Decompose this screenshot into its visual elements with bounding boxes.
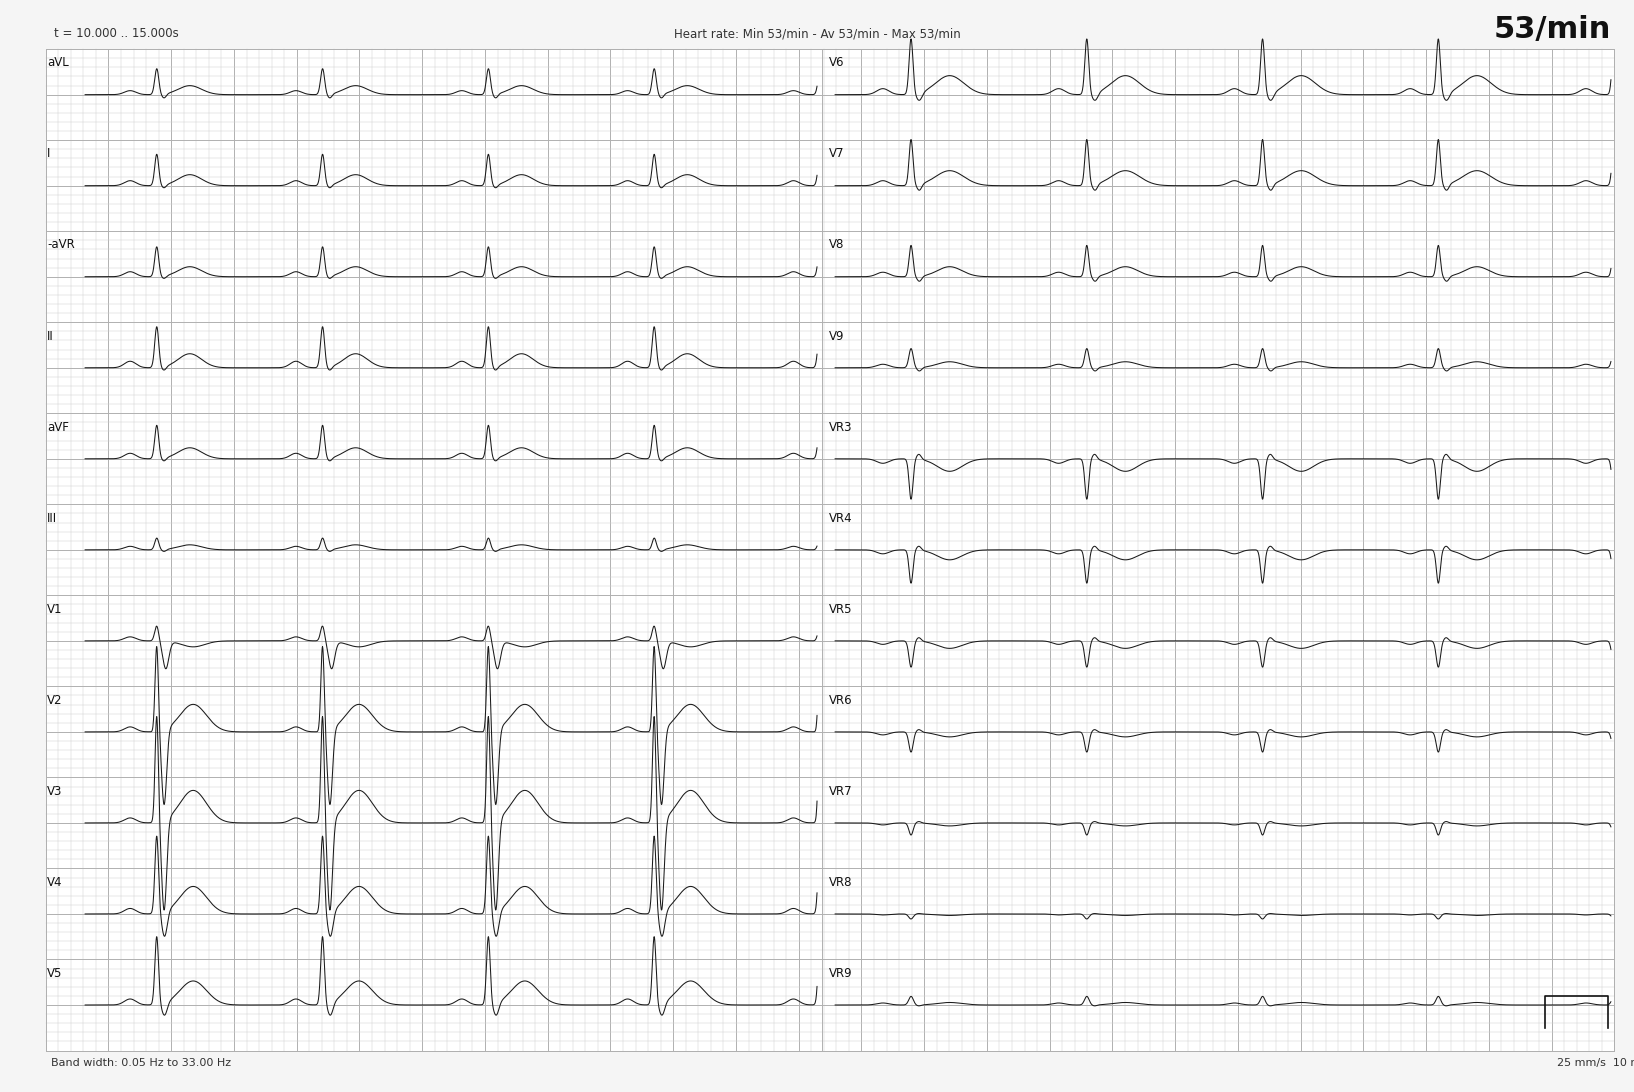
Text: II: II xyxy=(47,330,54,343)
Text: aVL: aVL xyxy=(47,57,69,70)
Text: V6: V6 xyxy=(828,57,845,70)
Text: V1: V1 xyxy=(47,603,62,616)
Text: VR7: VR7 xyxy=(828,785,853,797)
Text: VR9: VR9 xyxy=(828,966,853,980)
Text: VR5: VR5 xyxy=(828,603,853,616)
Text: VR6: VR6 xyxy=(828,693,853,707)
Text: V7: V7 xyxy=(828,147,845,161)
Text: 53/min: 53/min xyxy=(1493,14,1611,44)
Text: VR8: VR8 xyxy=(828,876,853,889)
Text: V8: V8 xyxy=(828,238,845,251)
Text: t = 10.000 .. 15.000s: t = 10.000 .. 15.000s xyxy=(54,27,178,40)
Text: VR4: VR4 xyxy=(828,511,853,524)
Text: Heart rate: Min 53/min - Av 53/min - Max 53/min: Heart rate: Min 53/min - Av 53/min - Max… xyxy=(673,27,961,40)
Text: -aVR: -aVR xyxy=(47,238,75,251)
Text: aVF: aVF xyxy=(47,420,69,434)
Text: I: I xyxy=(47,147,51,161)
Text: V2: V2 xyxy=(47,693,62,707)
Text: III: III xyxy=(47,511,57,524)
Text: V9: V9 xyxy=(828,330,845,343)
Text: V5: V5 xyxy=(47,966,62,980)
Text: V4: V4 xyxy=(47,876,62,889)
Text: 25 mm/s  10 mm/mV: 25 mm/s 10 mm/mV xyxy=(1557,1058,1634,1068)
Text: Band width: 0.05 Hz to 33.00 Hz: Band width: 0.05 Hz to 33.00 Hz xyxy=(51,1058,230,1068)
Text: VR3: VR3 xyxy=(828,420,853,434)
Text: V3: V3 xyxy=(47,785,62,797)
